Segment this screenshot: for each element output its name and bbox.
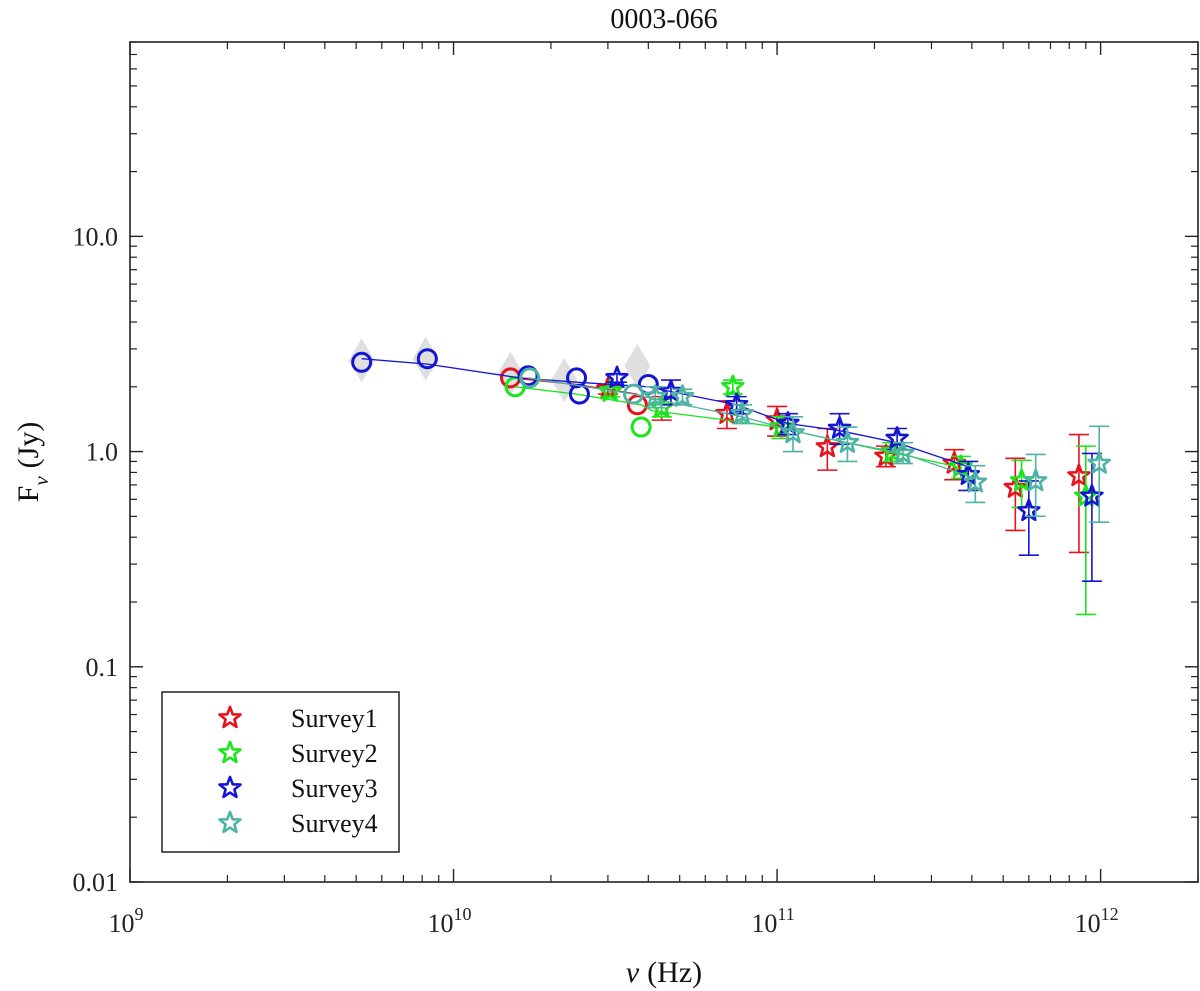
minor-ticks xyxy=(130,41,1199,882)
star-marker xyxy=(963,469,988,493)
legend: Survey1 Survey2 Survey3 Survey4 xyxy=(161,691,400,853)
y-label-unit: (Jy) xyxy=(12,422,45,469)
chart-title: 0003-066 xyxy=(610,4,717,35)
x-tick-label: 1011 xyxy=(751,904,794,938)
legend-star-icon xyxy=(218,775,242,799)
y-tick-label: 10.0 xyxy=(73,222,119,251)
star-marker xyxy=(605,365,629,389)
circle-marker xyxy=(630,416,652,438)
legend-star-icon xyxy=(218,740,242,764)
legend-star-icon xyxy=(218,810,242,834)
legend-star-icon xyxy=(218,705,242,729)
star-marker xyxy=(891,441,915,464)
gray-diamond-marker xyxy=(412,336,439,381)
legend-label: Survey1 xyxy=(291,704,378,733)
axis-ticks: 109 1010 1011 1012 0.01 0.1 1.0 10.0 xyxy=(73,42,1198,938)
series-survey4 xyxy=(519,367,1111,523)
circle-marker xyxy=(519,367,541,389)
y-tick-label: 1.0 xyxy=(86,438,119,467)
circle-marker xyxy=(351,351,373,373)
star-marker xyxy=(781,420,805,444)
star-marker xyxy=(670,384,695,407)
star-marker xyxy=(1087,451,1111,474)
star-marker xyxy=(643,384,667,407)
star-marker xyxy=(721,374,745,398)
x-label-symbol: ν xyxy=(626,956,640,989)
circle-marker xyxy=(416,348,438,370)
gray-diamond-marker xyxy=(348,338,375,383)
star-marker xyxy=(1017,498,1041,522)
legend-label: Survey3 xyxy=(291,774,378,803)
circle-marker xyxy=(623,383,645,405)
star-marker xyxy=(1023,468,1048,492)
x-tick-label: 109 xyxy=(109,904,144,938)
circle-marker xyxy=(626,394,648,416)
star-marker xyxy=(730,401,754,424)
plot-frame xyxy=(129,41,1199,883)
svg-text:Fν(Jy): Fν (Jy) xyxy=(12,422,53,503)
star-marker xyxy=(1003,475,1028,498)
legend-label: Survey2 xyxy=(291,739,378,768)
star-marker xyxy=(659,379,683,402)
star-marker xyxy=(1067,463,1091,487)
legend-box xyxy=(161,691,400,853)
circle-marker xyxy=(568,383,590,405)
legend-label: Survey4 xyxy=(291,809,378,838)
data-layer xyxy=(348,336,1111,616)
legend-entries: Survey1 Survey2 Survey3 Survey4 xyxy=(218,704,378,838)
x-tick-label: 1010 xyxy=(428,904,472,938)
star-marker xyxy=(815,434,840,458)
y-label-base: F xyxy=(12,486,45,503)
y-tick-label: 0.1 xyxy=(86,653,119,682)
x-axis-label: ν (Hz) xyxy=(626,956,702,989)
star-marker xyxy=(596,376,620,400)
y-axis-label: Fν (Jy) xyxy=(12,422,53,503)
y-tick-label: 0.01 xyxy=(73,868,119,897)
y-label-sub: ν xyxy=(29,476,53,486)
star-marker xyxy=(827,416,852,439)
x-tick-label: 1012 xyxy=(1075,904,1119,938)
x-label-unit: (Hz) xyxy=(647,956,702,989)
star-marker xyxy=(835,430,860,453)
star-marker xyxy=(598,379,623,402)
